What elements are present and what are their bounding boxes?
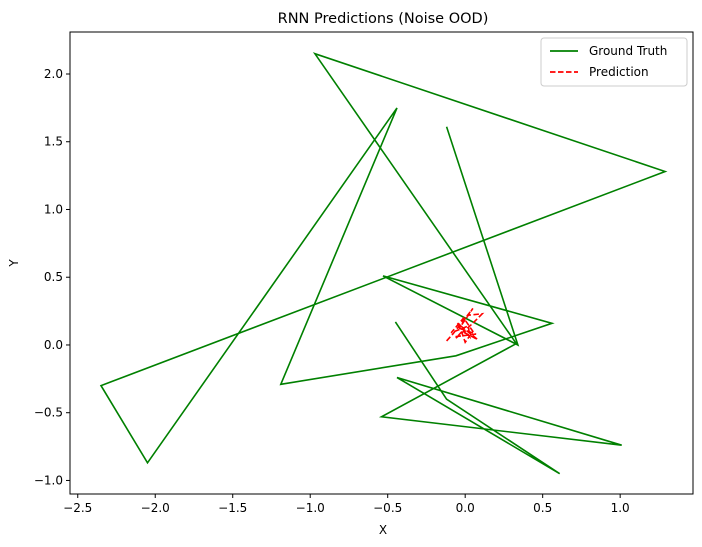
plot-frame [69,31,694,495]
legend-label-prediction: Prediction [589,65,649,79]
legend-label-ground-truth: Ground Truth [589,44,667,58]
series-line-ground-truth [99,52,668,475]
x-tick-label: −2.0 [141,501,170,515]
chart-title: RNN Predictions (Noise OOD) [278,11,489,27]
y-tick-label: 1.0 [44,202,63,216]
y-tick-label: 2.0 [44,67,63,81]
legend-box [540,37,688,87]
x-tick-label: −1.5 [218,501,247,515]
x-tick-label: −2.5 [63,501,92,515]
x-tick-label: −1.0 [296,501,325,515]
y-axis: −1.0 −0.5 0.0 0.5 1.0 1.5 2.0 [34,67,70,487]
x-axis-label: X [379,523,387,537]
x-tick-label: 0.5 [533,501,552,515]
y-tick-label: 1.5 [44,135,63,149]
series-line-prediction [446,307,485,345]
series-layer [99,52,668,475]
y-tick-label: 0.5 [44,270,63,284]
x-tick-label: 1.0 [611,501,630,515]
x-axis: −2.5 −2.0 −1.5 −1.0 −0.5 0.0 0.5 1.0 [63,494,630,515]
x-tick-label: 0.0 [456,501,475,515]
y-tick-label: 0.0 [44,338,63,352]
y-tick-label: −1.0 [34,473,63,487]
y-axis-label: Y [7,259,21,268]
plot-area [70,32,693,494]
y-tick-label: −0.5 [34,406,63,420]
x-tick-label: −0.5 [373,501,402,515]
legend: Ground Truth Prediction [540,37,688,87]
